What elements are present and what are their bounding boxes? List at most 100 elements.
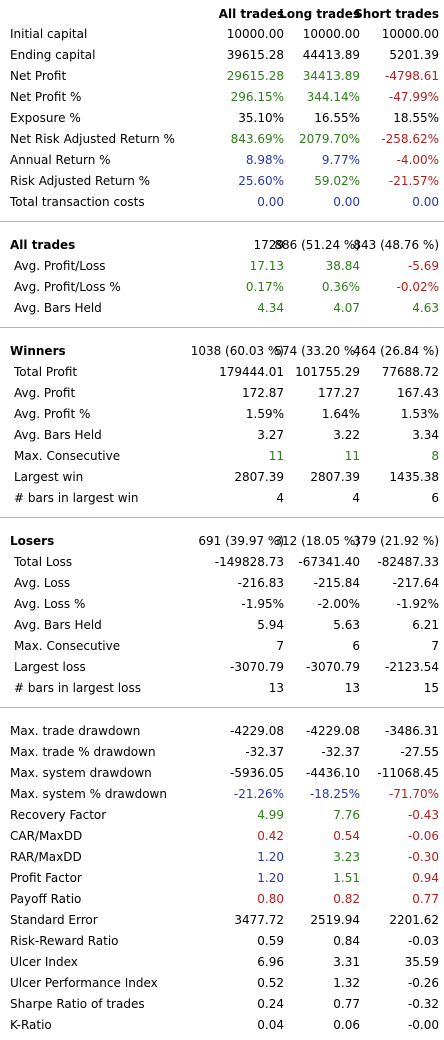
stat-row: Ulcer Index 6.96 3.31 35.59 (0, 952, 444, 972)
row-label: Initial capital (10, 27, 88, 41)
value-short: -2123.54 (385, 660, 439, 674)
value-long: -3070.79 (306, 660, 360, 674)
row-label: RAR/MaxDD (10, 850, 82, 864)
value-all: 25.60% (238, 174, 284, 188)
value-short: 1.53% (400, 407, 439, 421)
value-long: 3.23 (333, 850, 360, 864)
stat-row: Avg. Profit % 1.59% 1.64% 1.53% (0, 404, 444, 424)
value-all: 179444.01 (219, 365, 284, 379)
value-long: -32.37 (321, 745, 360, 759)
value-long: -4436.10 (306, 766, 360, 780)
section-title: All trades (10, 238, 76, 252)
value-long: 0.82 (333, 892, 360, 906)
row-label: Avg. Bars Held (14, 618, 102, 632)
value-short: 10000.00 (381, 27, 439, 41)
value-all: 13 (268, 681, 284, 695)
value-short: 15 (423, 681, 439, 695)
row-label: Avg. Profit (14, 386, 76, 400)
value-all: -149828.73 (214, 555, 284, 569)
value-all: 5.94 (257, 618, 284, 632)
stat-row: Largest loss -3070.79 -3070.79 -2123.54 (0, 657, 444, 677)
value-long: 101755.29 (295, 365, 360, 379)
stat-row: Avg. Bars Held 3.27 3.22 3.34 (0, 425, 444, 445)
value-long: 1.32 (333, 976, 360, 990)
value-short: -11068.45 (377, 766, 439, 780)
value-long: 4.07 (333, 301, 360, 315)
value-all: 6.96 (257, 955, 284, 969)
row-label: Avg. Loss % (14, 597, 86, 611)
value-short: -0.00 (407, 1018, 439, 1032)
stat-row: CAR/MaxDD 0.42 0.54 -0.06 (0, 826, 444, 846)
value-all: 1729 (253, 238, 284, 252)
value-short: -217.64 (392, 576, 439, 590)
stat-row: Avg. Bars Held 4.34 4.07 4.63 (0, 298, 444, 318)
value-long: 11 (344, 449, 360, 463)
value-all: 0.24 (257, 997, 284, 1011)
stat-row: # bars in largest loss 13 13 15 (0, 678, 444, 698)
value-long: 3.31 (333, 955, 360, 969)
section-title: Losers (10, 534, 55, 548)
section-divider (0, 221, 444, 222)
row-label: Total transaction costs (10, 195, 145, 209)
value-short: 7 (431, 639, 439, 653)
row-label: Risk-Reward Ratio (10, 934, 119, 948)
value-short: 3.34 (412, 428, 439, 442)
value-long: 0.36% (321, 280, 360, 294)
section-divider (0, 707, 444, 708)
row-label: Max. trade % drawdown (10, 745, 156, 759)
value-short: -47.99% (388, 90, 439, 104)
value-long: 2807.39 (310, 470, 360, 484)
value-short: -1.92% (396, 597, 439, 611)
value-all: 0.00 (257, 195, 284, 209)
value-long: -2.00% (317, 597, 360, 611)
value-short: 35.59 (404, 955, 439, 969)
value-short: 6.21 (412, 618, 439, 632)
value-all: 7 (276, 639, 284, 653)
value-all: -32.37 (245, 745, 284, 759)
value-long: 344.14% (306, 90, 360, 104)
col-short-trades-header: Short trades (354, 7, 439, 21)
value-all: 296.15% (230, 90, 284, 104)
row-label: Net Profit % (10, 90, 82, 104)
stat-row: Risk Adjusted Return % 25.60% 59.02% -21.57… (0, 171, 444, 191)
value-long: 7.76 (333, 808, 360, 822)
value-short: -4.00% (396, 153, 439, 167)
value-all: 0.80 (257, 892, 284, 906)
row-label: Payoff Ratio (10, 892, 82, 906)
value-all: 0.17% (245, 280, 284, 294)
row-label: Avg. Profit % (14, 407, 91, 421)
stat-row: Standard Error 3477.72 2519.94 2201.62 (0, 910, 444, 930)
row-label: Max. Consecutive (14, 639, 121, 653)
value-short: -4798.61 (385, 69, 439, 83)
value-all: 843.69% (230, 132, 284, 146)
value-short: 8 (431, 449, 439, 463)
stat-row: Max. trade % drawdown -32.37 -32.37 -27.55 (0, 742, 444, 762)
stat-row: Profit Factor 1.20 1.51 0.94 (0, 868, 444, 888)
stat-row: Net Risk Adjusted Return % 843.69% 2079.70… (0, 129, 444, 149)
stat-row: Avg. Loss -216.83 -215.84 -217.64 (0, 573, 444, 593)
value-long: 1.64% (321, 407, 360, 421)
value-short: -0.43 (407, 808, 439, 822)
value-all: -216.83 (237, 576, 284, 590)
value-long: 16.55% (314, 111, 360, 125)
value-all: 11 (268, 449, 284, 463)
value-all: 17.13 (249, 259, 284, 273)
stat-row: Max. system drawdown -5936.05 -4436.10 -110… (0, 763, 444, 783)
value-long: 4 (352, 491, 360, 505)
stat-row: Net Profit % 296.15% 344.14% -47.99% (0, 87, 444, 107)
value-long: 13 (344, 681, 360, 695)
row-label: Ulcer Index (10, 955, 78, 969)
value-all: 0.42 (257, 829, 284, 843)
value-long: 38.84 (325, 259, 360, 273)
section-title-row: Losers 691 (39.97 %) 312 (18.05 %) 379 (21.… (0, 531, 444, 551)
value-long: 2079.70% (298, 132, 360, 146)
value-long: 0.00 (333, 195, 360, 209)
value-short: -258.62% (381, 132, 439, 146)
value-long: 312 (18.05 %) (274, 534, 360, 548)
value-long: 6 (352, 639, 360, 653)
value-all: 29615.28 (226, 69, 284, 83)
value-long: 3.22 (333, 428, 360, 442)
value-long: 574 (33.20 %) (274, 344, 360, 358)
value-short: -27.55 (400, 745, 439, 759)
stat-row: Max. trade drawdown -4229.08 -4229.08 -3486… (0, 721, 444, 741)
